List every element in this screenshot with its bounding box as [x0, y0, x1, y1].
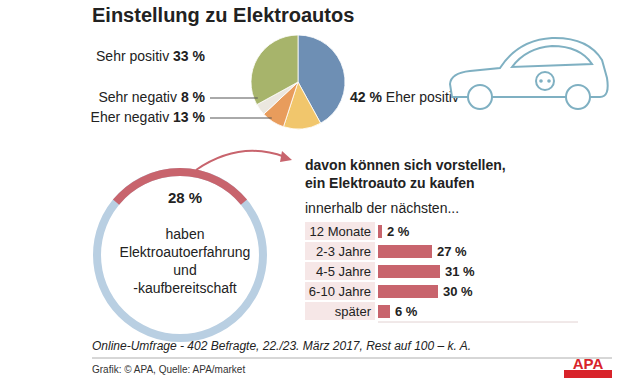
category-label: Sehr positiv [96, 48, 173, 64]
pie-label: Sehr positiv 33 % [96, 48, 206, 64]
label-box [305, 282, 375, 300]
bar-chart: davon können sich vorstellen, ein Elektro… [305, 157, 578, 322]
source: Grafik: © APA, Quelle: APA/market [92, 364, 245, 375]
label-box [305, 222, 375, 240]
data-label: 28 % [168, 189, 202, 206]
infographic: Einstellung zu Elektroautos 42 % Eher pos… [0, 0, 620, 380]
pie-slice [251, 35, 298, 105]
category-label: 2-3 Jahre [316, 244, 371, 259]
axis-line [378, 322, 578, 323]
category-label: 6-10 Jahre [309, 284, 371, 299]
car-icon [450, 38, 608, 109]
annotation: haben [166, 226, 205, 242]
subtitle: innerhalb der nächsten... [305, 200, 459, 216]
category-label: Eher positiv [382, 89, 459, 105]
bars [378, 225, 440, 318]
bar [378, 285, 438, 298]
category-label: 4-5 Jahre [316, 264, 371, 279]
label-box [305, 262, 375, 280]
arrow [196, 151, 285, 170]
pie-label: 42 % Eher positiv [350, 89, 459, 105]
bar [378, 225, 382, 238]
data-label: 42 % [350, 89, 382, 105]
label-box [305, 242, 375, 260]
socket-pin [547, 79, 551, 83]
data-label: 33 % [173, 48, 205, 64]
bar [378, 245, 432, 258]
ring-track [97, 172, 263, 338]
car-socket [536, 72, 554, 90]
data-label: 27 % [437, 244, 467, 259]
logo: APA [573, 355, 604, 372]
socket-pin [539, 79, 543, 83]
separator [92, 358, 612, 359]
data-label: 31 % [445, 264, 475, 279]
background [0, 0, 620, 380]
pie-label: Sehr negativ 8 % [98, 89, 205, 105]
pie-label: Eher negativ 13 % [91, 109, 206, 125]
data-label: 2 % [387, 224, 410, 239]
arrow-head [280, 151, 292, 162]
car-wheel [468, 85, 492, 109]
note: Online-Umfrage - 402 Befragte, 22./23. M… [92, 339, 471, 353]
ring-chart: 28 % haben Elektroautoerfahrung und -kaufber… [97, 172, 263, 338]
label-box [305, 302, 375, 320]
category-label: Sehr negativ [98, 89, 181, 105]
bar [378, 265, 440, 278]
bar [378, 305, 390, 318]
data-label: 8 % [181, 89, 206, 105]
car-window [512, 46, 592, 67]
category-label: später [335, 304, 372, 319]
data-label: 13 % [173, 109, 205, 125]
chart-title: davon können sich vorstellen, [305, 157, 506, 173]
category-label: Eher negativ [91, 109, 174, 125]
leader-line [210, 118, 272, 119]
title: Einstellung zu Elektroautos [92, 4, 354, 26]
car-wheel [566, 85, 590, 109]
annotation: -kaufbereitschaft [133, 280, 237, 296]
pie-chart: 42 % Eher positiv Eher negativ 13 % Sehr n… [91, 35, 459, 129]
leader-line [210, 98, 258, 99]
annotation: Elektroautoerfahrung [120, 244, 251, 260]
chart-title: ein Elektroauto zu kaufen [305, 175, 475, 191]
data-label: 6 % [395, 304, 418, 319]
data-label: 30 % [443, 284, 473, 299]
annotation: und [173, 262, 196, 278]
category-label: 12 Monate [310, 224, 371, 239]
